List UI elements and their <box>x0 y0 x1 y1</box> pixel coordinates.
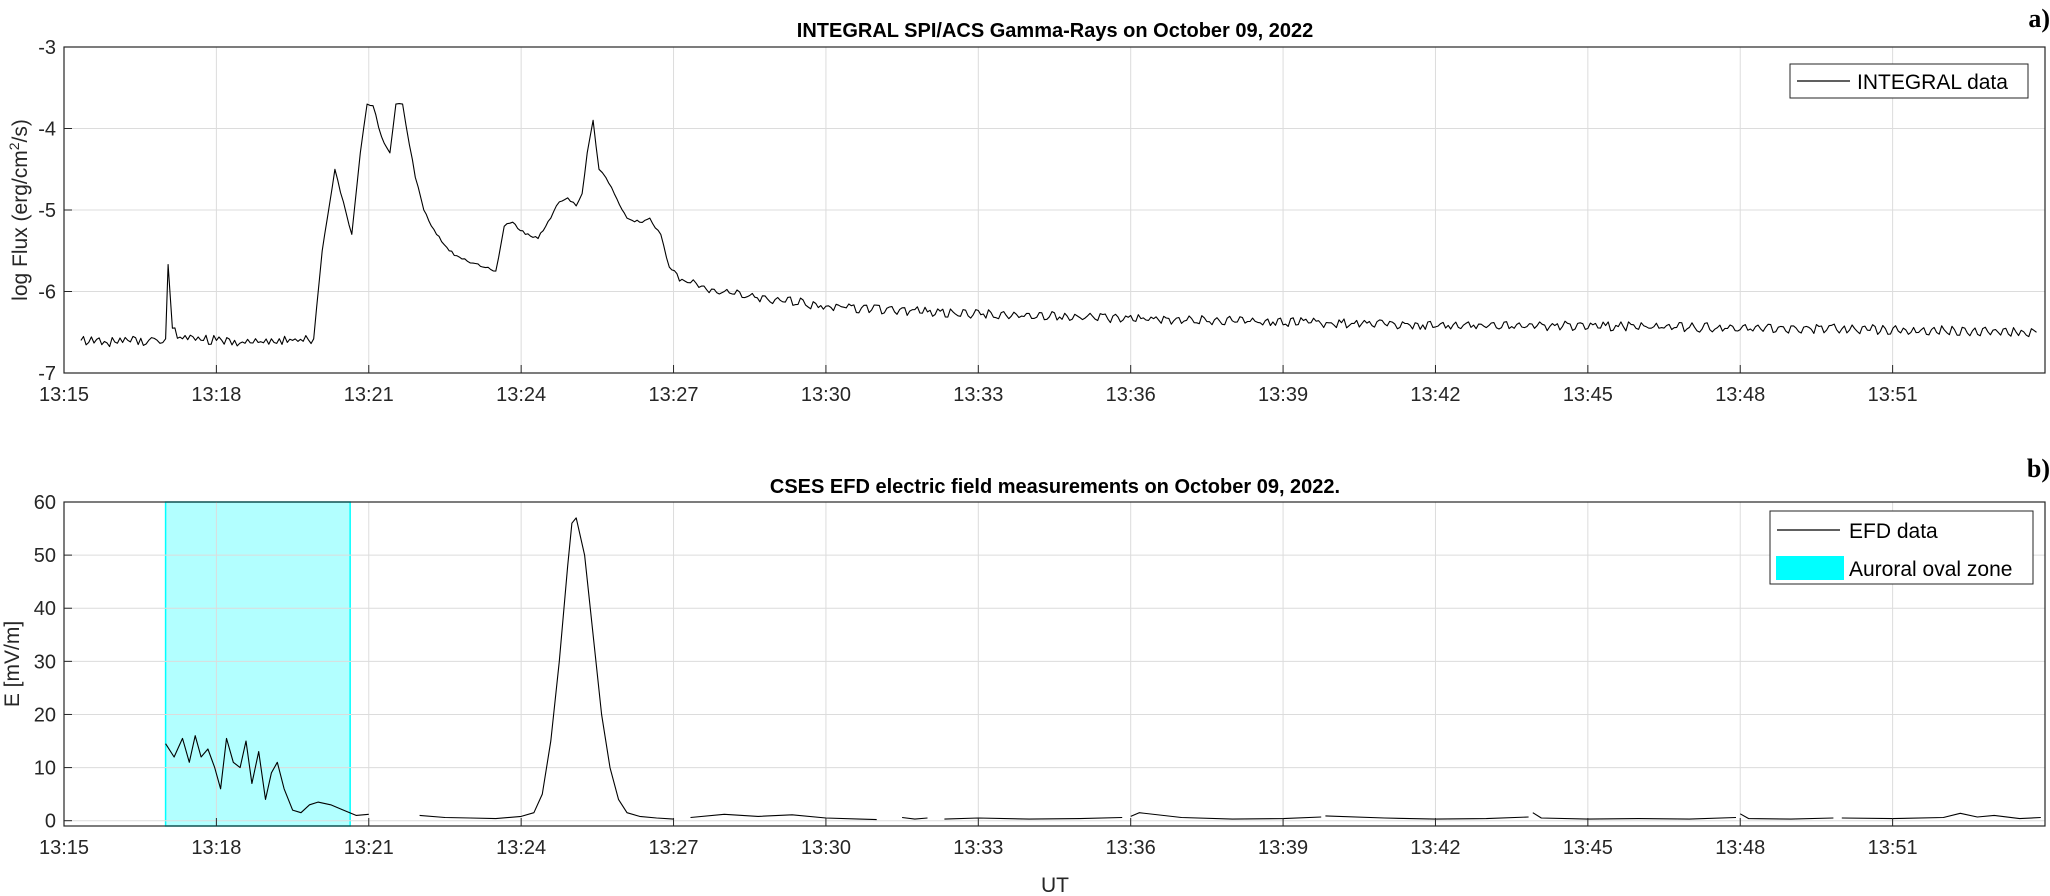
legend-label-integral: INTEGRAL data <box>1857 71 2008 94</box>
x-tick-label: 13:15 <box>39 384 89 406</box>
x-ticks-b: 13:15 13:18 13:21 13:24 13:27 13:30 13:33 13:36… <box>39 818 1918 859</box>
y-tick-label: -5 <box>38 200 56 222</box>
panel-label-b: b) <box>2027 454 2050 483</box>
series-line-efd <box>902 816 928 820</box>
x-tick-label: 13:30 <box>801 384 851 406</box>
series-line-efd <box>690 813 877 821</box>
plot-frame-b <box>63 501 2046 827</box>
panel-b: 13:15 13:18 13:21 13:24 13:27 13:30 13:33 13:36… <box>1 454 2050 896</box>
x-tick-label: 13:27 <box>649 384 699 406</box>
x-tick-label: 13:39 <box>1258 384 1308 406</box>
x-tick-label: 13:30 <box>801 837 851 859</box>
x-tick-label: 13:15 <box>39 837 89 859</box>
y-tick-label: 30 <box>34 651 56 673</box>
x-axis-label-b: UT <box>1041 874 1069 896</box>
y-label-a-part2: /s) <box>9 119 32 142</box>
x-tick-label: 13:33 <box>953 384 1003 406</box>
x-tick-label: 13:18 <box>191 837 241 859</box>
y-tick-label: 60 <box>34 492 56 514</box>
x-tick-label: 13:21 <box>344 384 394 406</box>
y-tick-label: 40 <box>34 598 56 620</box>
legend-swatch-auroral <box>1776 556 1844 580</box>
x-tick-label: 13:18 <box>191 384 241 406</box>
auroral-oval-region <box>164 501 351 827</box>
y-tick-label: -4 <box>38 119 56 141</box>
series-line-efd <box>165 735 369 816</box>
y-axis-label-b: E [mV/m] <box>1 621 24 707</box>
x-tick-label: 13:48 <box>1715 384 1765 406</box>
panel-a: 13:15 13:18 13:21 13:24 13:27 13:30 13:33 13:36… <box>6 4 2050 406</box>
x-tick-label: 13:51 <box>1868 384 1918 406</box>
x-tick-label: 13:24 <box>496 837 546 859</box>
series-line-efd <box>1841 812 2041 820</box>
y-axis-label-a: log Flux (erg/cm2/s) <box>6 119 32 301</box>
y-tick-label: 20 <box>34 704 56 726</box>
y-tick-label: 10 <box>34 758 56 780</box>
y-tick-label: 50 <box>34 545 56 567</box>
x-tick-label: 13:27 <box>649 837 699 859</box>
x-ticks-a: 13:15 13:18 13:21 13:24 13:27 13:30 13:33 13:36… <box>39 365 1918 406</box>
x-tick-label: 13:21 <box>344 837 394 859</box>
y-ticks-b: 60 50 40 30 20 10 0 <box>34 492 72 833</box>
plot-area-b <box>64 502 2045 826</box>
y-tick-label: -7 <box>38 363 56 385</box>
x-tick-label: 13:45 <box>1563 384 1613 406</box>
x-tick-label: 13:33 <box>953 837 1003 859</box>
x-tick-label: 13:36 <box>1106 384 1156 406</box>
auroral-oval-zone <box>164 501 351 827</box>
x-tick-label: 13:45 <box>1563 837 1613 859</box>
x-tick-label: 13:39 <box>1258 837 1308 859</box>
y-tick-label: 0 <box>45 811 56 833</box>
y-ticks-a: -3 -4 -5 -6 -7 <box>38 37 72 385</box>
legend-b: EFD data Auroral oval zone <box>1769 510 2034 585</box>
x-tick-label: 13:42 <box>1410 837 1460 859</box>
y-label-a-part1: log Flux (erg/cm <box>9 150 32 301</box>
x-tick-label: 13:42 <box>1410 384 1460 406</box>
legend-label-efd: EFD data <box>1849 520 1938 543</box>
chart-title-b: CSES EFD electric field measurements on … <box>770 476 1340 498</box>
chart-title-a: INTEGRAL SPI/ACS Gamma-Rays on October 0… <box>797 20 1313 42</box>
x-tick-label: 13:51 <box>1868 837 1918 859</box>
series-line-efd <box>944 816 1123 820</box>
series-line-efd <box>1532 812 1737 820</box>
series-lines-a <box>80 103 2037 348</box>
series-line-efd <box>1130 812 1322 820</box>
x-tick-label: 13:24 <box>496 384 546 406</box>
y-tick-label: -6 <box>38 282 56 304</box>
series-line-efd <box>419 517 674 820</box>
y-tick-label: -3 <box>38 37 56 59</box>
y-label-a-superscript: 2 <box>6 142 22 150</box>
series-line-efd <box>1739 813 1834 820</box>
panel-label-a: a) <box>2028 4 2050 33</box>
legend-a: INTEGRAL data <box>1789 63 2029 99</box>
legend-label-auroral: Auroral oval zone <box>1849 558 2012 581</box>
series-line-integral <box>80 103 2037 348</box>
x-tick-label: 13:36 <box>1106 837 1156 859</box>
x-tick-label: 13:48 <box>1715 837 1765 859</box>
